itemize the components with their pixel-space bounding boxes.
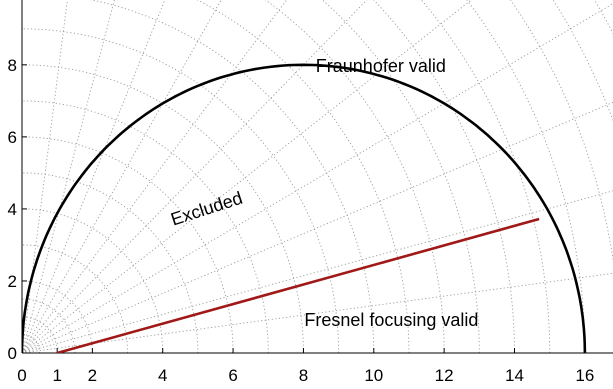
grid-arc (22, 172, 199, 353)
y-tick-label: 4 (8, 200, 17, 219)
x-tick-label: 16 (575, 366, 594, 385)
x-tick-label: 2 (88, 366, 97, 385)
x-tick-label: 8 (299, 366, 308, 385)
grid-arc (22, 280, 93, 353)
x-tick-label: 14 (505, 366, 524, 385)
grid-radial-line (22, 0, 68, 353)
grid-arc (22, 208, 164, 353)
series (22, 63, 587, 353)
y-tick-label: 2 (8, 272, 17, 291)
annotation-fresnel-focusing-valid: Fresnel focusing valid (304, 310, 478, 330)
x-tick-label: 4 (158, 366, 167, 385)
grid-radial-line (22, 0, 166, 353)
grid-arc (196, 0, 410, 353)
axes (21, 0, 613, 354)
grid-arc (373, 0, 515, 353)
grid-arc (420, 0, 551, 353)
x-tick-label: 1 (52, 366, 61, 385)
x-tick-label: 12 (435, 366, 454, 385)
boundary-semicircle (22, 63, 587, 353)
y-tick-label: 0 (8, 344, 17, 363)
grid-arc (264, 0, 445, 353)
grid-arc (466, 0, 586, 353)
grid-radial-line (22, 0, 115, 353)
grid-arc (22, 316, 58, 353)
y-tick-label: 6 (8, 128, 17, 147)
grid-radial-line (22, 0, 288, 353)
y-tick-label: 8 (8, 56, 17, 75)
grid-arc (89, 0, 375, 353)
x-tick-label: 0 (17, 366, 26, 385)
annotation-fraunhofer-valid: Fraunhofer valid (316, 56, 446, 76)
focusing-line (56, 217, 540, 353)
grid-radial-line (22, 0, 222, 353)
grid-radial-line (22, 272, 613, 353)
polar-grid (22, 0, 613, 353)
grid-radial-line (22, 190, 613, 353)
x-tick-label: 6 (228, 366, 237, 385)
grid-arc (22, 334, 41, 353)
x-tick-label: 10 (364, 366, 383, 385)
annotation-excluded: Excluded (168, 188, 245, 230)
